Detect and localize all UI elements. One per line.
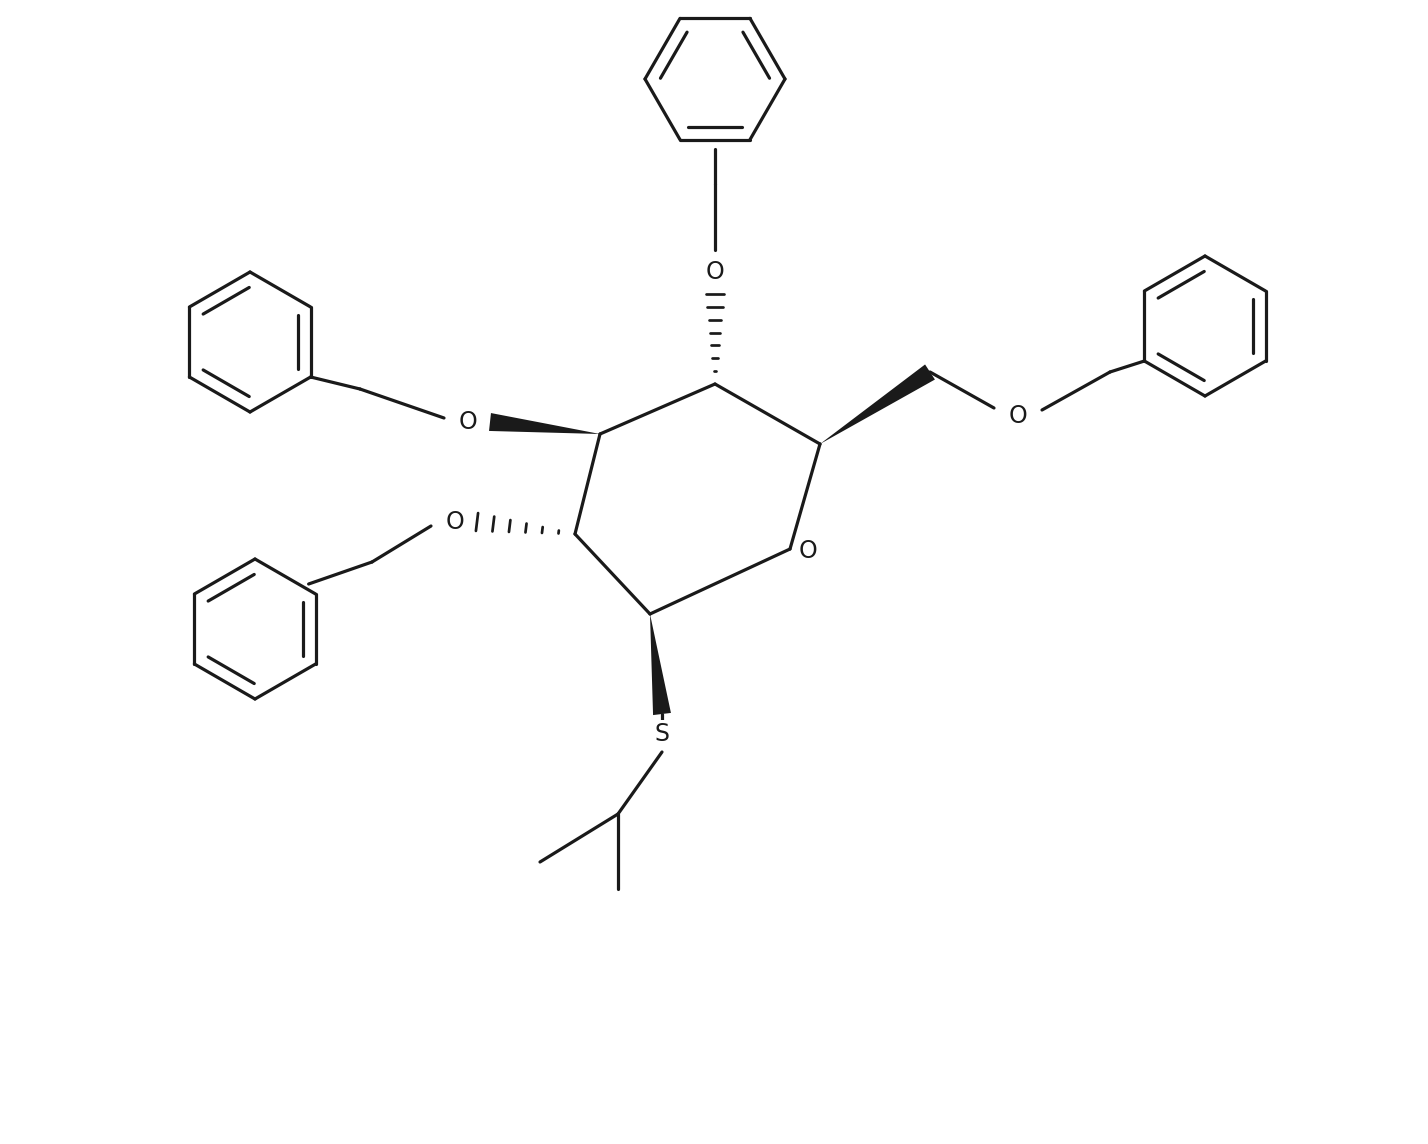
Text: O: O [446,510,464,534]
Text: O: O [705,260,724,284]
Text: O: O [798,539,817,563]
Text: S: S [654,722,670,746]
Polygon shape [488,413,600,434]
Text: O: O [1008,404,1027,428]
Polygon shape [650,614,671,715]
Text: O: O [458,410,477,434]
Polygon shape [820,365,935,444]
